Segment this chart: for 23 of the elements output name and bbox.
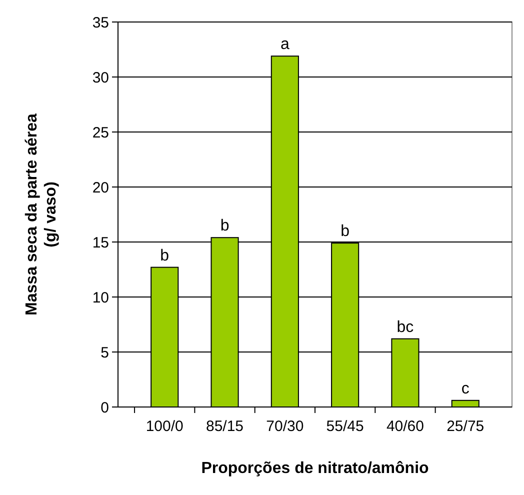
annotation: bc	[396, 318, 414, 336]
bar	[451, 400, 480, 408]
annotation: b	[340, 223, 350, 240]
x-axis-title: Proporções de nitrato/amônio	[201, 460, 430, 477]
y-tick-label: 25	[92, 124, 109, 142]
y-tick-label: 35	[92, 14, 109, 32]
y-tick-label: 30	[92, 69, 109, 86]
annotation: a	[280, 36, 290, 54]
y-axis-title: Massa seca da parte aérea (g/ vaso)	[23, 113, 60, 316]
annotation: b	[160, 247, 170, 264]
y-tick-label: 0	[100, 399, 109, 416]
annotation: c	[461, 380, 470, 398]
y-tick-label: 5	[100, 344, 109, 362]
x-tick-label: 55/45	[326, 418, 364, 435]
x-tick-label: 40/60	[386, 418, 424, 435]
x-tick-label: 25/75	[446, 418, 484, 435]
x-tick-label: 70/30	[266, 418, 304, 435]
y-tick-label: 10	[92, 289, 109, 306]
y-tick-label: 20	[92, 179, 109, 196]
x-tick-label: 85/15	[206, 418, 244, 435]
annotation: b	[220, 218, 230, 235]
x-tick-label: 100/0	[146, 418, 184, 435]
y-tick-label: 15	[92, 234, 109, 252]
